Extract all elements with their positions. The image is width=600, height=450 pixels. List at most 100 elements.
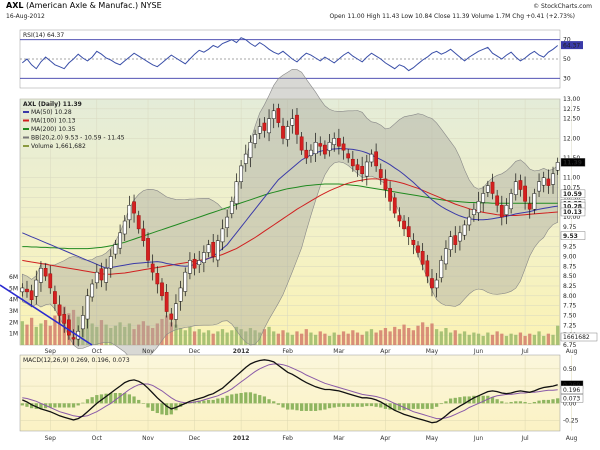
- price-tick-label: 8.50: [563, 273, 577, 280]
- volume-bar: [532, 334, 537, 345]
- price-candle: [225, 216, 230, 228]
- macd-panel: [19, 354, 561, 432]
- volume-bar: [276, 333, 280, 345]
- macd-histogram-bar: [318, 403, 322, 411]
- price-candle: [267, 118, 271, 134]
- macd-histogram-bar: [495, 399, 499, 404]
- macd-histogram-bar: [197, 400, 201, 404]
- macd-signal-line: [22, 363, 558, 420]
- price-candle: [467, 216, 472, 226]
- volume-bar: [318, 331, 322, 345]
- price-candle: [309, 149, 313, 156]
- volume-bar: [57, 311, 62, 345]
- price-tick-label: 8.25: [563, 283, 577, 290]
- price-candle: [215, 240, 220, 261]
- price-candle: [499, 205, 504, 218]
- price-tick-label: 6.75: [563, 342, 577, 349]
- macd-histogram-bar: [286, 403, 290, 410]
- price-candle: [188, 260, 192, 274]
- macd-histogram-bar: [71, 403, 76, 408]
- volume-bar: [174, 324, 178, 345]
- volume-bar: [383, 328, 388, 345]
- volume-bar: [388, 331, 392, 345]
- volume-axis: 6M 5M 4M 3M 2M 1M: [9, 274, 18, 338]
- macd-histogram-bar: [504, 402, 509, 404]
- price-badge: [560, 189, 586, 199]
- volume-bar: [123, 326, 127, 345]
- volume-bar: [137, 324, 141, 345]
- volume-bar: [518, 332, 523, 345]
- macd-histogram-bar: [48, 403, 52, 408]
- macd-histogram-bar: [81, 402, 85, 404]
- price-candle: [183, 271, 188, 292]
- legend-entry: Volume 1,661,682: [31, 143, 86, 150]
- price-tick-label: 13.00: [563, 96, 580, 103]
- volume-bar: [472, 332, 476, 345]
- volume-bar: [551, 334, 555, 345]
- price-candle: [150, 263, 155, 273]
- price-candle: [20, 287, 25, 293]
- volume-bar: [109, 328, 113, 345]
- price-candle: [85, 295, 90, 320]
- ma-200-line: [22, 183, 558, 250]
- macd-histogram-bar: [109, 393, 113, 404]
- macd-histogram-bar: [155, 403, 159, 414]
- price-candle: [518, 180, 523, 190]
- macd-histogram-bar: [76, 403, 80, 406]
- macd-histogram-bar: [253, 393, 257, 404]
- macd-histogram-bar: [444, 401, 448, 404]
- price-candle: [141, 228, 146, 241]
- macd-histogram-bar: [337, 403, 341, 407]
- volume-bar: [500, 333, 504, 345]
- volume-bar: [332, 332, 336, 345]
- macd-histogram-bar: [313, 403, 318, 411]
- macd-histogram-bar: [360, 403, 364, 407]
- price-candle: [430, 278, 434, 289]
- macd-histogram-bar: [551, 399, 555, 404]
- price-candle: [253, 134, 257, 144]
- volume-bar: [481, 335, 485, 345]
- price-candle: [541, 177, 546, 186]
- macd-histogram-bar: [151, 403, 155, 411]
- price-candle: [364, 161, 369, 177]
- price-candle: [281, 125, 285, 139]
- macd-histogram-bar: [383, 403, 388, 409]
- price-candle: [257, 126, 262, 134]
- price-candle: [523, 185, 527, 202]
- price-candle: [99, 268, 104, 281]
- month-label: May: [426, 348, 439, 355]
- macd-histogram-bar: [141, 403, 145, 404]
- macd-histogram-bar: [379, 403, 383, 408]
- price-candle: [146, 238, 150, 261]
- price-tick-label: 10.00: [563, 214, 580, 221]
- price-candle: [392, 197, 397, 214]
- volume-bar: [467, 334, 471, 345]
- macd-histogram-bar: [206, 399, 211, 404]
- macd-histogram-bar: [113, 393, 118, 404]
- price-badge-text: 11.39: [563, 160, 582, 167]
- volume-bar: [295, 331, 299, 345]
- month-label: Aug: [566, 435, 578, 442]
- month-label: Oct: [92, 435, 103, 442]
- macd-histogram-bar: [332, 403, 336, 408]
- month-label: Dec: [189, 348, 201, 355]
- macd-badge: [560, 394, 584, 403]
- legend-entry: MA(100) 10.13: [31, 118, 76, 125]
- month-label: Jun: [473, 348, 484, 355]
- bollinger-band: [22, 68, 558, 362]
- price-candle: [341, 143, 346, 151]
- trend-line: [0, 284, 93, 346]
- volume-bar: [304, 329, 308, 345]
- macd-histogram-bar: [220, 397, 225, 404]
- macd-histogram-bar: [216, 398, 220, 404]
- price-candle: [476, 201, 481, 214]
- macd-badge-text: 0.269: [563, 382, 580, 389]
- price-candle: [495, 195, 500, 206]
- price-candle: [444, 248, 448, 265]
- price-tick-label: 9.75: [563, 224, 577, 231]
- macd-histogram-bar: [532, 401, 537, 404]
- volume-bar: [425, 326, 429, 345]
